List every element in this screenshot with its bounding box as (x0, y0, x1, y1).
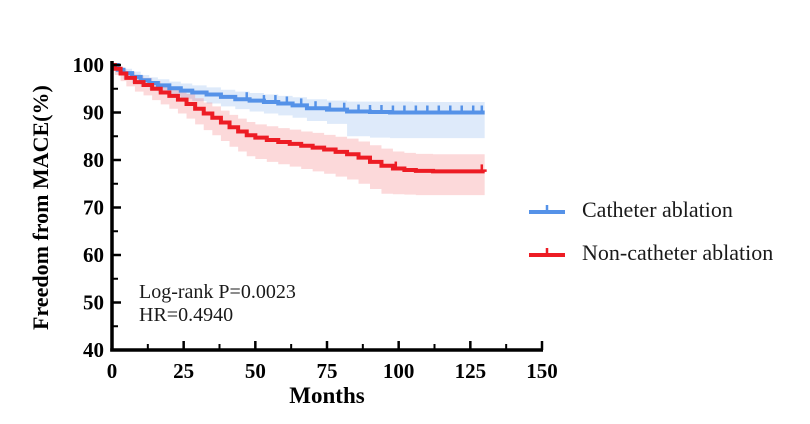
y-tick-label-60: 60 (83, 243, 104, 267)
legend-label-catheter-ablation: Catheter ablation (582, 197, 733, 222)
x-tick-label-50: 50 (245, 359, 266, 383)
x-tick-label-75: 75 (317, 359, 338, 383)
legend-label-non-catheter-ablation: Non-catheter ablation (582, 240, 774, 265)
y-tick-label-70: 70 (83, 196, 104, 220)
y-axis-label: Freedom from MACE(%) (28, 85, 53, 330)
x-tick-label-25: 25 (173, 359, 194, 383)
series-line-catheter-ablation (112, 63, 485, 115)
x-axis-label: Months (289, 383, 365, 408)
x-tick-label-150: 150 (526, 359, 558, 383)
y-tick-label-80: 80 (83, 148, 104, 172)
legend-item-catheter-ablation: Catheter ablation (528, 196, 773, 224)
ci-band-non-catheter-ablation (112, 65, 485, 196)
x-tick-label-125: 125 (455, 359, 487, 383)
y-tick-label-50: 50 (83, 291, 104, 315)
y-tick-label-100: 100 (73, 53, 105, 77)
legend: Catheter ablation Non-catheter ablation (528, 196, 773, 267)
catheter-ablation-curve-marker-icon (529, 205, 565, 214)
x-tick-label-100: 100 (383, 359, 415, 383)
series-line-non-catheter-ablation (112, 63, 487, 174)
legend-item-non-catheter-ablation: Non-catheter ablation (528, 239, 773, 267)
ci-band-catheter-ablation (112, 65, 485, 139)
non-catheter-ablation-curve-marker-icon (529, 248, 565, 257)
hazard-ratio: HR=0.4940 (139, 304, 234, 326)
y-tick-label-90: 90 (83, 101, 104, 125)
y-tick-label-40: 40 (83, 338, 104, 362)
stats-annotation: Log-rank P=0.0023 HR=0.4940 (139, 281, 296, 327)
x-tick-label-0: 0 (107, 359, 118, 383)
logrank-p-value: Log-rank P=0.0023 (139, 281, 296, 303)
